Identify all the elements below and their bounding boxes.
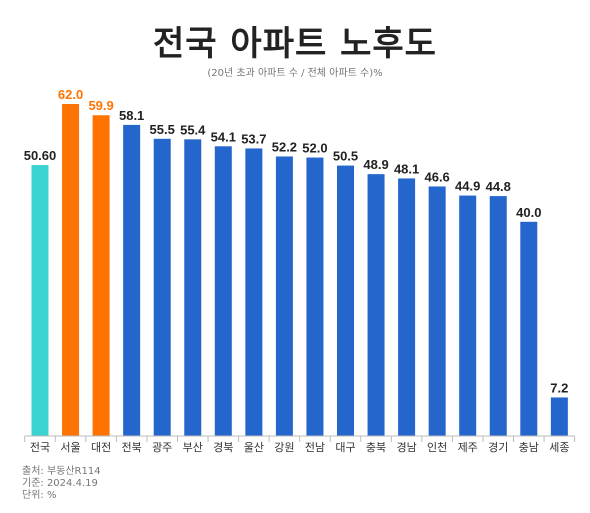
chart-footer: 출처: 부동산R114 기준: 2024.4.19 단위: % [22, 466, 101, 502]
bar-경남 [398, 178, 416, 436]
category-label-경북: 경북 [213, 441, 233, 454]
bar-전국 [31, 165, 49, 436]
source-note: 출처: 부동산R114 [22, 466, 101, 477]
bar-대전 [92, 115, 110, 436]
value-label-강원: 52.2 [272, 139, 297, 154]
bar-서울 [62, 104, 80, 436]
category-label-전남: 전남 [305, 441, 325, 454]
bar-울산 [245, 148, 263, 436]
category-label-세종: 세종 [549, 441, 569, 454]
chart-subtitle: (20년 초과 아파트 수 / 전체 아파트 수)% [207, 68, 383, 79]
x-axis: 전국 서울 대전 전북 광주 부산 경북 울산 강원 전남 대구 충북 경남 인천 제주 경기 충남 세종 [24, 435, 576, 454]
bar-충남 [520, 221, 538, 436]
bar-강원 [275, 156, 293, 436]
category-label-강원: 강원 [274, 441, 294, 454]
bar-부산 [184, 139, 202, 437]
category-label-울산: 울산 [244, 441, 264, 454]
unit-note: 단위: % [22, 490, 57, 501]
category-label-경기: 경기 [488, 441, 508, 454]
category-label-광주: 광주 [152, 441, 172, 454]
bar-제주 [459, 195, 477, 436]
bar-대구 [337, 165, 354, 437]
value-label-전국: 50.60 [24, 148, 57, 163]
category-label-전북: 전북 [122, 441, 142, 454]
bar-전남 [306, 157, 324, 436]
category-label-전국: 전국 [30, 441, 50, 454]
value-label-서울: 62.0 [58, 87, 83, 102]
category-label-대구: 대구 [335, 441, 355, 454]
bar-세종 [550, 397, 568, 436]
category-label-충북: 충북 [366, 441, 386, 454]
bar-인천 [428, 186, 446, 436]
value-label-부산: 55.4 [180, 122, 206, 137]
bar-경기 [489, 196, 507, 436]
bar-광주 [153, 138, 171, 436]
value-label-광주: 55.5 [150, 122, 175, 137]
value-label-세종: 7.2 [550, 380, 568, 395]
bars-group: 50.60 62.0 59.9 58.1 55.5 55.4 54.1 53.7 52.2 52.… [24, 87, 568, 437]
value-label-전남: 52.0 [302, 141, 327, 156]
category-label-대전: 대전 [91, 441, 111, 454]
category-label-인천: 인천 [427, 440, 447, 454]
category-label-서울: 서울 [60, 441, 80, 454]
bar-전북 [123, 124, 141, 436]
value-label-울산: 53.7 [241, 131, 266, 146]
value-label-전북: 58.1 [119, 108, 144, 123]
bar-경북 [214, 146, 232, 436]
value-label-경남: 48.1 [394, 161, 419, 176]
category-label-부산: 부산 [183, 441, 203, 454]
category-label-경남: 경남 [396, 441, 416, 454]
category-label-제주: 제주 [458, 441, 478, 454]
bar-충북 [367, 174, 385, 437]
category-label-충남: 충남 [519, 441, 539, 454]
value-label-충남: 40.0 [516, 205, 541, 220]
value-label-경북: 54.1 [211, 129, 236, 144]
value-label-인천: 46.6 [424, 169, 449, 184]
value-label-충북: 48.9 [363, 157, 388, 172]
value-label-대구: 50.5 [333, 149, 358, 164]
value-label-제주: 44.9 [455, 179, 480, 194]
value-label-대전: 59.9 [88, 98, 113, 113]
chart-title: 전국 아파트 노후도 [153, 24, 437, 64]
date-note: 기준: 2024.4.19 [22, 478, 98, 489]
value-label-경기: 44.8 [486, 179, 511, 194]
